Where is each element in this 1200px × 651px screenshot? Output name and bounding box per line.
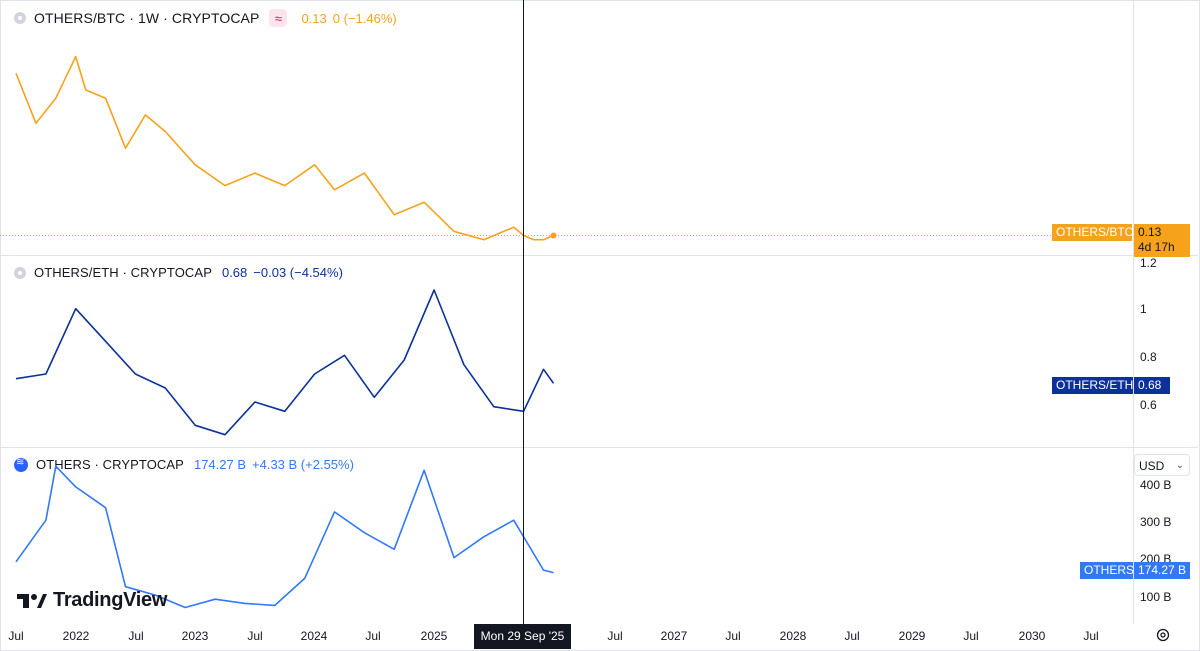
time-tick: Jul — [607, 629, 623, 643]
btc-last-point — [550, 232, 557, 239]
symbol-dot-icon — [14, 12, 26, 24]
btc-value: 0.13 — [301, 10, 327, 26]
time-tick: 2024 — [300, 629, 328, 643]
currency-select[interactable]: USD ⌄ — [1134, 454, 1190, 476]
others-legend[interactable]: OTHERS · CRYPTOCAP 174.27 B +4.33 B (+2.… — [14, 457, 354, 472]
others-change: +4.33 B (+2.55%) — [252, 457, 354, 472]
time-tick: Jul — [725, 629, 741, 643]
time-tick: 2027 — [660, 629, 688, 643]
eth-pane[interactable]: OTHERS/ETH · CRYPTOCAP 0.68 −0.03 (−4.54… — [0, 256, 1198, 447]
eth-symbol-tag: OTHERS/ETH — [1052, 377, 1133, 394]
time-tick: 2023 — [181, 629, 209, 643]
btc-change: 0 (−1.46%) — [332, 10, 397, 26]
btc-pane[interactable]: OTHERS/BTC · 1W · CRYPTOCAP ≈ 0.13 0 (−1… — [0, 0, 1198, 255]
time-tick: Jul — [365, 629, 381, 643]
others-scale-label: 100 B — [1140, 590, 1172, 604]
time-tick: 2028 — [779, 629, 807, 643]
others-series-line — [15, 465, 554, 609]
settings-icon[interactable] — [1155, 627, 1171, 643]
plot-area[interactable] — [0, 0, 1133, 624]
eth-legend[interactable]: OTHERS/ETH · CRYPTOCAP 0.68 −0.03 (−4.54… — [14, 265, 343, 280]
btc-symbol[interactable]: OTHERS/BTC · 1W · CRYPTOCAP — [34, 10, 260, 26]
time-tick: Jul — [8, 629, 24, 643]
others-pane[interactable]: OTHERS · CRYPTOCAP 174.27 B +4.33 B (+2.… — [0, 448, 1198, 624]
eth-scale-label: 0.6 — [1140, 398, 1157, 412]
others-scale-label: 400 B — [1140, 478, 1172, 492]
time-tick: 2029 — [898, 629, 926, 643]
currency-value: USD — [1139, 459, 1165, 473]
time-tick: Jul — [963, 629, 979, 643]
eth-scale-label: 1.2 — [1140, 256, 1157, 270]
btc-countdown: 4d 17h — [1138, 240, 1175, 254]
others-logo-icon — [14, 457, 28, 472]
eth-price-tag: 0.68 — [1134, 377, 1170, 394]
pane-divider[interactable] — [0, 255, 1198, 256]
pane-divider[interactable] — [0, 447, 1198, 448]
btc-price-value: 0.13 — [1138, 225, 1162, 239]
time-tick: Jul — [247, 629, 263, 643]
crosshair-line — [523, 0, 524, 624]
time-tick: Jul — [128, 629, 144, 643]
btc-price-tag: 0.13 4d 17h — [1134, 224, 1190, 257]
others-price-tag: 174.27 B — [1134, 562, 1190, 579]
others-scale-label: 300 B — [1140, 515, 1172, 529]
eth-symbol[interactable]: OTHERS/ETH · CRYPTOCAP — [34, 265, 212, 280]
tradingview-logo-icon — [17, 593, 47, 608]
symbol-dot-icon — [14, 266, 26, 279]
btc-series-line — [15, 55, 554, 241]
eth-series-line — [15, 289, 555, 436]
time-tick: 2022 — [62, 629, 90, 643]
others-symbol-tag: OTHERS — [1080, 562, 1134, 579]
eth-scale-label: 1 — [1140, 302, 1147, 316]
time-tick: Jul — [844, 629, 860, 643]
price-scale-border — [1133, 0, 1134, 624]
btc-symbol-tag: OTHERS/BTC — [1052, 224, 1133, 241]
time-tick: 2030 — [1018, 629, 1046, 643]
eth-change: −0.03 (−4.54%) — [253, 265, 343, 280]
time-tick: 2025 — [420, 629, 448, 643]
eth-value: 0.68 — [221, 265, 248, 280]
others-symbol[interactable]: OTHERS · CRYPTOCAP — [36, 457, 184, 472]
approx-icon[interactable]: ≈ — [269, 9, 288, 27]
time-tick: Jul — [1083, 629, 1099, 643]
crosshair-time-label: Mon 29 Sep '25 — [474, 624, 571, 649]
chevron-down-icon: ⌄ — [1175, 460, 1184, 471]
others-value: 174.27 B — [193, 457, 247, 472]
eth-scale-label: 0.8 — [1140, 350, 1157, 364]
tradingview-logo[interactable]: TradingView — [15, 589, 167, 612]
tradingview-wordmark: TradingView — [53, 589, 168, 611]
btc-legend[interactable]: OTHERS/BTC · 1W · CRYPTOCAP ≈ 0.13 0 (−1… — [14, 9, 397, 27]
